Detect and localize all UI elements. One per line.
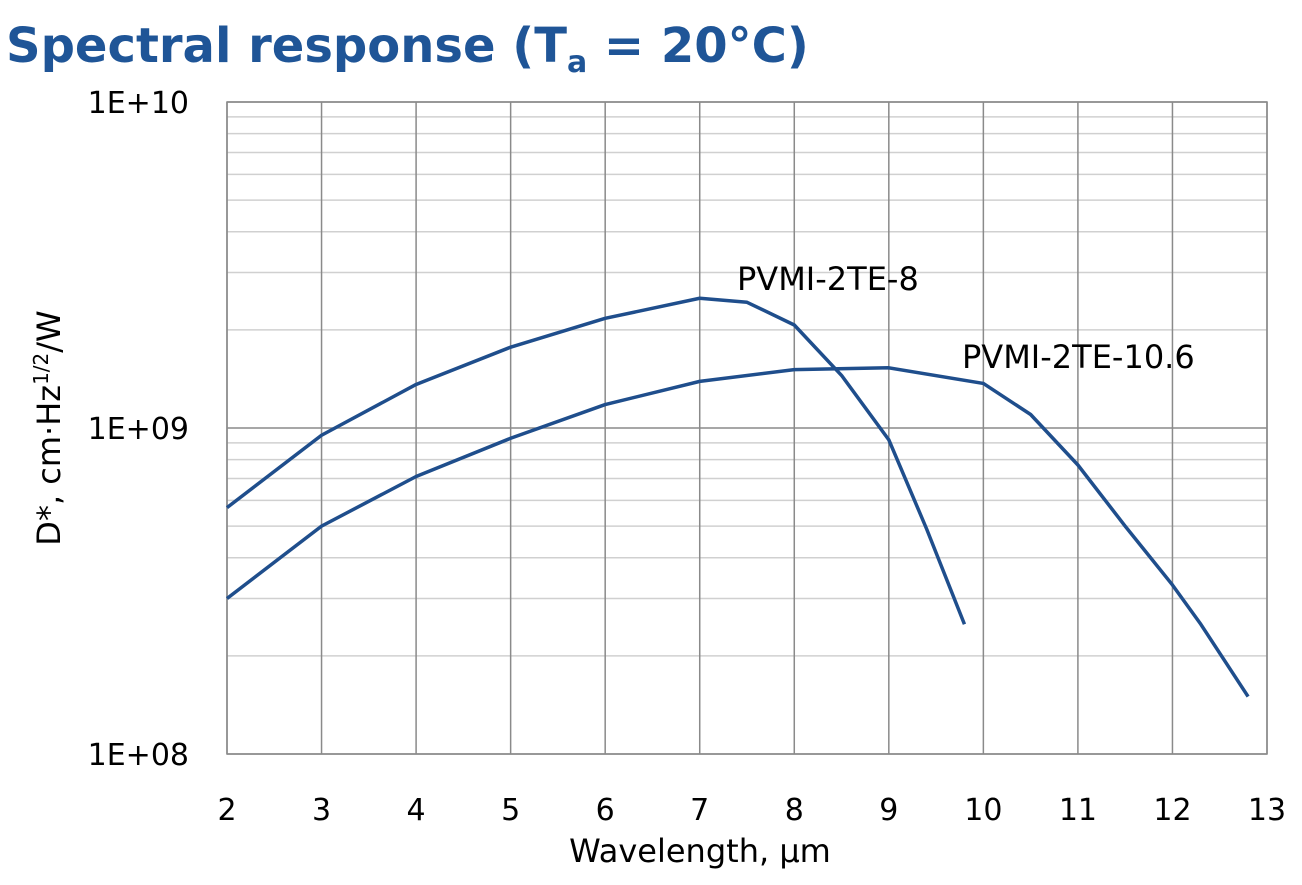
data-line bbox=[225, 366, 1250, 698]
x-tick-label: 6 bbox=[596, 793, 615, 828]
x-tick-label: 11 bbox=[1059, 793, 1097, 828]
x-tick-label: 3 bbox=[312, 793, 331, 828]
y-label-superscript: 1/2 bbox=[29, 353, 53, 385]
title-text: = 20°C) bbox=[587, 18, 809, 74]
y-tick-label: 1E+08 bbox=[88, 738, 189, 773]
x-tick-label: 5 bbox=[501, 793, 520, 828]
title-text: Spectral response (T bbox=[6, 18, 567, 74]
chart-title: Spectral response (Ta = 20°C) bbox=[6, 18, 809, 80]
y-label-text: /W bbox=[30, 310, 68, 352]
data-line bbox=[225, 296, 967, 625]
y-tick-label: 1E+10 bbox=[88, 86, 189, 121]
x-tick-label: 10 bbox=[964, 793, 1002, 828]
x-tick-label: 4 bbox=[407, 793, 426, 828]
series-label: PVMI-2TE-8 bbox=[737, 260, 919, 298]
x-tick-label: 9 bbox=[879, 793, 898, 828]
x-tick-label: 8 bbox=[785, 793, 804, 828]
x-axis-label: Wavelength, µm bbox=[569, 832, 831, 870]
x-tick-label: 13 bbox=[1248, 793, 1286, 828]
x-tick-label: 7 bbox=[690, 793, 709, 828]
x-tick-label: 12 bbox=[1153, 793, 1191, 828]
y-label-text: D*, cm·Hz bbox=[30, 385, 68, 546]
y-axis-label: D*, cm·Hz1/2/W bbox=[29, 310, 68, 545]
x-tick-label: 2 bbox=[217, 793, 236, 828]
series-label: PVMI-2TE-10.6 bbox=[962, 338, 1195, 376]
y-tick-label: 1E+09 bbox=[88, 412, 189, 447]
plot-frame bbox=[226, 101, 1268, 755]
title-subscript: a bbox=[567, 45, 587, 80]
